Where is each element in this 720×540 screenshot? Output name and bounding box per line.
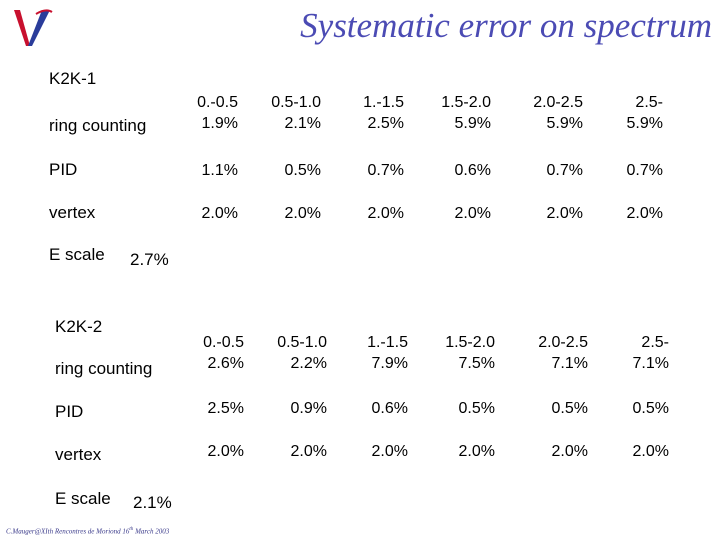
k2k2-cell-pid-3: 0.6% bbox=[371, 400, 408, 417]
k2k2-row-label-ring: ring counting bbox=[55, 359, 153, 378]
footer-credit: C.Mauger@XIth Rencontres de Moriond 16th… bbox=[6, 527, 169, 535]
k2k2-cell-pid-1: 2.5% bbox=[207, 400, 244, 417]
k2k1-cell-pid-3: 0.7% bbox=[367, 162, 404, 179]
logo-icon bbox=[14, 9, 53, 46]
k2k2-cell-pid-6: 0.5% bbox=[632, 400, 669, 417]
k2k2-cell-ring-4: 1.5-2.0 7.5% bbox=[445, 334, 495, 372]
k2k1-cell-ring-4: 1.5-2.0 5.9% bbox=[441, 94, 491, 132]
k2k1-cell-ring-6: 2.5- 5.9% bbox=[626, 94, 663, 132]
k2k2-row-label-vertex: vertex bbox=[55, 445, 102, 464]
k2k1-cell-vertex-6: 2.0% bbox=[626, 205, 663, 222]
k2k2-escale-label: E scale bbox=[55, 489, 111, 508]
k2k1-row-label-pid: PID bbox=[49, 160, 78, 179]
k2k1-cell-vertex-5: 2.0% bbox=[546, 205, 583, 222]
k2k2-cell-vertex-3: 2.0% bbox=[371, 443, 408, 460]
k2k1-escale-value: 2.7% bbox=[130, 250, 169, 269]
k2k1-label: K2K-1 bbox=[49, 69, 97, 88]
k2k2-cell-vertex-1: 2.0% bbox=[207, 443, 244, 460]
k2k1-cell-ring-5: 2.0-2.5 5.9% bbox=[533, 94, 583, 132]
k2k2-cell-ring-1: 0.-0.5 2.6% bbox=[203, 334, 244, 372]
k2k2-cell-vertex-5: 2.0% bbox=[551, 443, 588, 460]
k2k2-label: K2K-2 bbox=[55, 317, 103, 336]
page-title: Systematic error on spectrum bbox=[300, 6, 712, 45]
k2k2-escale-value: 2.1% bbox=[133, 493, 172, 512]
k2k1-cell-vertex-4: 2.0% bbox=[454, 205, 491, 222]
k2k2-cell-pid-5: 0.5% bbox=[551, 400, 588, 417]
k2k2-cell-pid-2: 0.9% bbox=[290, 400, 327, 417]
k2k1-cell-vertex-2: 2.0% bbox=[284, 205, 321, 222]
k2k2-row-label-pid: PID bbox=[55, 402, 84, 421]
k2k1-cell-pid-5: 0.7% bbox=[546, 162, 583, 179]
footer-tail: March 2003 bbox=[133, 527, 170, 536]
k2k1-cell-pid-6: 0.7% bbox=[626, 162, 663, 179]
k2k2-cell-pid-4: 0.5% bbox=[458, 400, 495, 417]
k2k2-cell-vertex-6: 2.0% bbox=[632, 443, 669, 460]
k2k1-cell-ring-2: 0.5-1.0 2.1% bbox=[271, 94, 321, 132]
k2k2-cell-ring-5: 2.0-2.5 7.1% bbox=[538, 334, 588, 372]
k2k1-cell-vertex-1: 2.0% bbox=[201, 205, 238, 222]
k2k1-escale-label: E scale bbox=[49, 245, 105, 264]
footer-text: C.Mauger@XIth Rencontres de Moriond 16 bbox=[6, 527, 130, 536]
k2k1-cell-pid-2: 0.5% bbox=[284, 162, 321, 179]
k2k2-cell-vertex-4: 2.0% bbox=[458, 443, 495, 460]
k2k2-cell-ring-6: 2.5- 7.1% bbox=[632, 334, 669, 372]
k2k2-cell-vertex-2: 2.0% bbox=[290, 443, 327, 460]
k2k1-cell-vertex-3: 2.0% bbox=[367, 205, 404, 222]
k2k2-cell-ring-2: 0.5-1.0 2.2% bbox=[277, 334, 327, 372]
k2k1-cell-pid-4: 0.6% bbox=[454, 162, 491, 179]
k2k2-cell-ring-3: 1.-1.5 7.9% bbox=[367, 334, 408, 372]
k2k1-row-label-ring: ring counting bbox=[49, 116, 147, 135]
k2k1-cell-ring-3: 1.-1.5 2.5% bbox=[363, 94, 404, 132]
k2k1-row-label-vertex: vertex bbox=[49, 203, 96, 222]
k2k1-cell-ring-1: 0.-0.5 1.9% bbox=[197, 94, 238, 132]
footer-sup: th bbox=[129, 527, 134, 532]
k2k1-cell-pid-1: 1.1% bbox=[201, 162, 238, 179]
